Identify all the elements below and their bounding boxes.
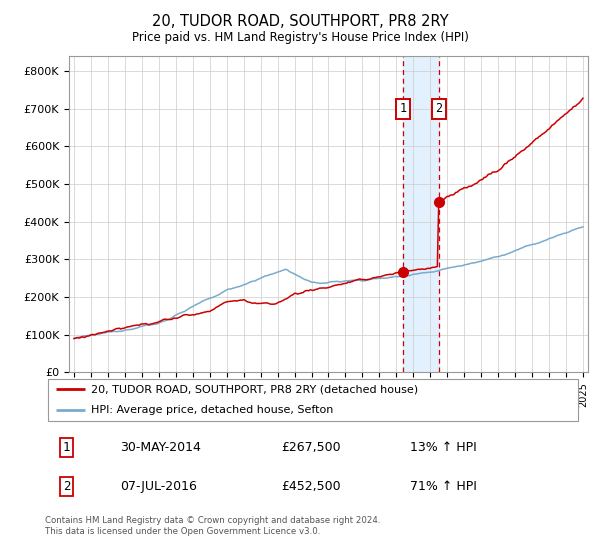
Text: £452,500: £452,500	[281, 480, 341, 493]
Text: 20, TUDOR ROAD, SOUTHPORT, PR8 2RY (detached house): 20, TUDOR ROAD, SOUTHPORT, PR8 2RY (deta…	[91, 384, 418, 394]
Text: 07-JUL-2016: 07-JUL-2016	[120, 480, 197, 493]
Text: £267,500: £267,500	[281, 441, 341, 454]
Text: 1: 1	[63, 441, 70, 454]
Text: 2: 2	[436, 102, 443, 115]
Text: 1: 1	[400, 102, 407, 115]
FancyBboxPatch shape	[47, 379, 578, 421]
Bar	[403, 56, 439, 372]
Text: 20, TUDOR ROAD, SOUTHPORT, PR8 2RY: 20, TUDOR ROAD, SOUTHPORT, PR8 2RY	[152, 14, 448, 29]
Text: Price paid vs. HM Land Registry's House Price Index (HPI): Price paid vs. HM Land Registry's House …	[131, 31, 469, 44]
Text: 2: 2	[63, 480, 70, 493]
Text: HPI: Average price, detached house, Sefton: HPI: Average price, detached house, Seft…	[91, 405, 333, 416]
Text: 71% ↑ HPI: 71% ↑ HPI	[410, 480, 477, 493]
Text: 13% ↑ HPI: 13% ↑ HPI	[410, 441, 477, 454]
Text: Contains HM Land Registry data © Crown copyright and database right 2024.
This d: Contains HM Land Registry data © Crown c…	[45, 516, 380, 536]
Text: 30-MAY-2014: 30-MAY-2014	[120, 441, 201, 454]
